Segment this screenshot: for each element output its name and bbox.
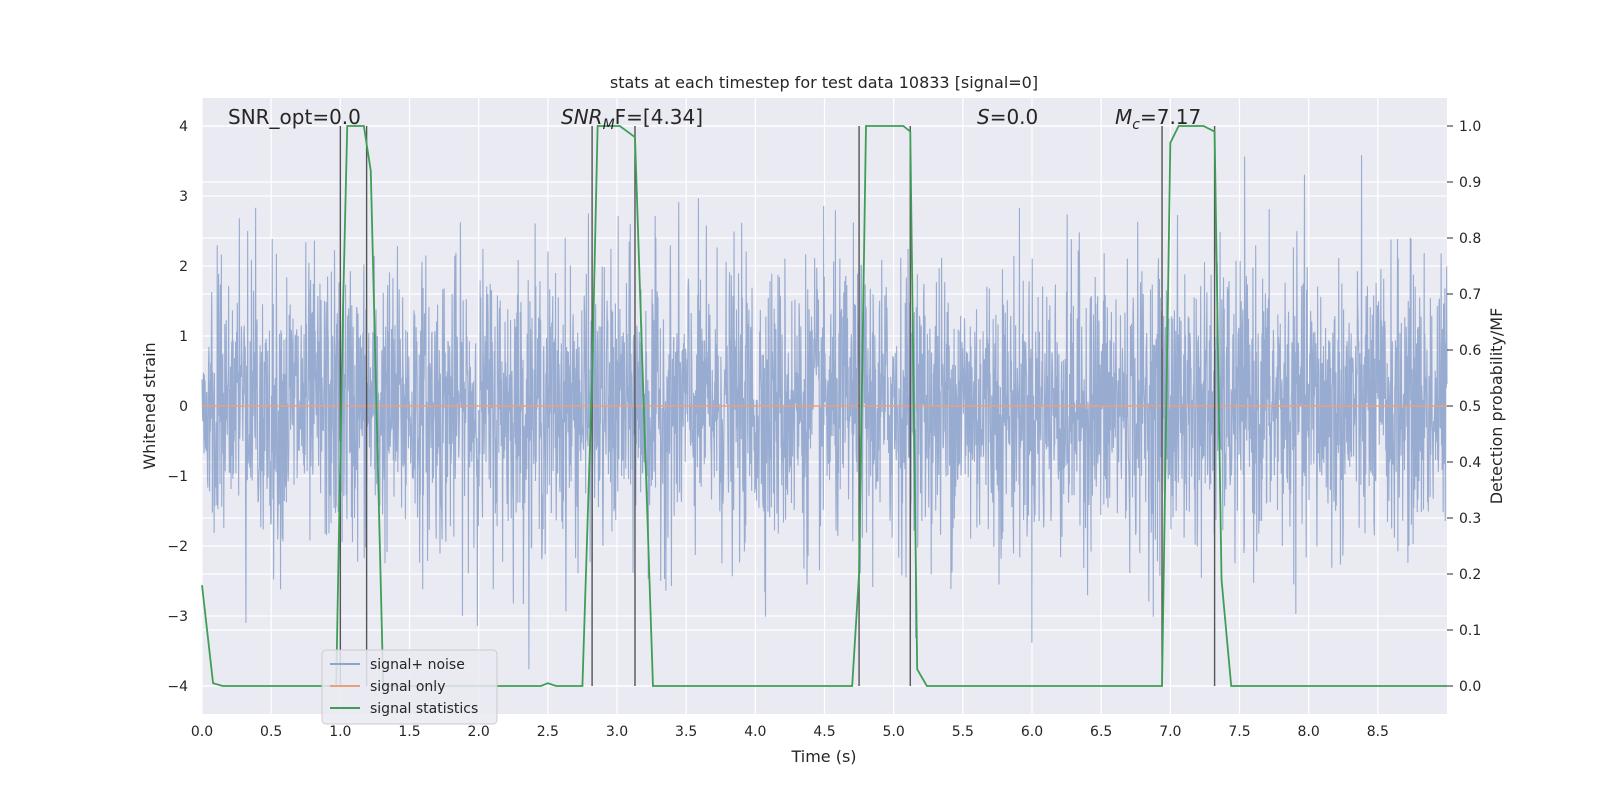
annotation-mc-tail: =7.17 (1140, 105, 1201, 129)
y-axis-ticks: −4 −3 −2 −1 0 1 2 3 4 (167, 119, 188, 695)
legend-box (321, 649, 498, 725)
annotation-mc-base: M (1115, 105, 1132, 129)
x-tick-label-0: 0.0 (191, 724, 213, 740)
y-tick-label-7: 3 (179, 189, 188, 205)
y-right-tick-label-0: 0.0 (1459, 679, 1481, 695)
annotation-s-tail: =0.0 (990, 105, 1039, 129)
y-axis-label: Whitened strain (140, 342, 159, 469)
y-tick-label-1: −3 (167, 609, 188, 625)
x-tick-label-6: 3.0 (606, 724, 628, 740)
series-signal-noise (201, 155, 1448, 670)
x-tick-label-7: 3.5 (675, 724, 697, 740)
annotation-snr-mf-base: SNR (561, 105, 603, 129)
y-tick-label-4: 0 (179, 399, 188, 415)
y-tick-label-3: −1 (167, 469, 188, 485)
legend: signal+ noise signal only signal statist… (321, 649, 498, 725)
annotation-s-base: S (977, 105, 990, 129)
x-tick-label-13: 6.5 (1090, 724, 1112, 740)
x-tick-label-11: 5.5 (952, 724, 974, 740)
x-tick-label-16: 8.0 (1298, 724, 1320, 740)
series-signal-statistics (201, 125, 1447, 687)
x-tick-label-9: 4.5 (813, 724, 835, 740)
annotation-mc-sub: c (1132, 117, 1140, 133)
chart-title: stats at each timestep for test data 108… (610, 73, 1038, 92)
annotation-snr-mf: SNRMF=[4.34] (561, 105, 703, 133)
x-axis-ticks: 0.0 0.5 1.0 1.5 2.0 2.5 3.0 3.5 4.0 4.5 5.0 5.5 6.0 6… (191, 724, 1389, 740)
x-tick-label-2: 1.0 (329, 724, 351, 740)
legend-label-signal-statistics: signal statistics (370, 701, 478, 717)
y-axis-right-ticks: 0.0 0.1 0.2 0.3 0.4 0.5 0.6 0.7 0.8 0.9 1.0 (1447, 119, 1481, 695)
x-tick-label-12: 6.0 (1021, 724, 1043, 740)
y-tick-label-0: −4 (167, 679, 188, 695)
y-axis-right-label: Detection probability/MF (1487, 308, 1506, 505)
y-tick-label-8: 4 (179, 119, 188, 135)
annotation-snr-mf-sub: M (603, 117, 615, 133)
x-tick-label-8: 4.0 (744, 724, 766, 740)
x-tick-label-5: 2.5 (537, 724, 559, 740)
y-right-tick-label-5: 0.5 (1459, 399, 1481, 415)
y-tick-label-5: 1 (179, 329, 188, 345)
x-tick-label-3: 1.5 (398, 724, 420, 740)
annotation-snr-opt: SNR_opt=0.0 (228, 105, 361, 129)
y-right-tick-label-8: 0.8 (1459, 231, 1481, 247)
legend-label-signal-only: signal only (370, 679, 445, 695)
y-tick-label-2: −2 (167, 539, 188, 555)
x-tick-label-15: 7.5 (1228, 724, 1250, 740)
y-right-tick-label-1: 0.1 (1459, 623, 1481, 639)
x-axis-label: Time (s) (790, 747, 856, 766)
signal-noise-line (201, 155, 1448, 670)
y-right-tick-label-4: 0.4 (1459, 455, 1481, 471)
event-markers (339, 126, 1216, 686)
x-tick-label-4: 2.0 (468, 724, 490, 740)
y-tick-label-6: 2 (179, 259, 188, 275)
x-tick-label-10: 5.0 (883, 724, 905, 740)
signal-statistics-line (201, 125, 1447, 687)
legend-label-signal-noise: signal+ noise (370, 657, 465, 673)
y-right-tick-label-2: 0.2 (1459, 567, 1481, 583)
y-right-tick-label-6: 0.6 (1459, 343, 1481, 359)
annotations: SNR_opt=0.0 SNRMF=[4.34] S=0.0 Mc=7.17 (228, 105, 1201, 133)
x-tick-label-17: 8.5 (1367, 724, 1389, 740)
x-tick-label-14: 7.0 (1159, 724, 1181, 740)
annotation-snr-mf-tail: F=[4.34] (615, 105, 703, 129)
y-right-tick-label-9: 0.9 (1459, 175, 1481, 191)
y-right-tick-label-10: 1.0 (1459, 119, 1481, 135)
annotation-s: S=0.0 (977, 105, 1038, 129)
x-tick-label-1: 0.5 (260, 724, 282, 740)
y-right-tick-label-3: 0.3 (1459, 511, 1481, 527)
annotation-mc: Mc=7.17 (1115, 105, 1201, 133)
y-right-tick-label-7: 0.7 (1459, 287, 1481, 303)
